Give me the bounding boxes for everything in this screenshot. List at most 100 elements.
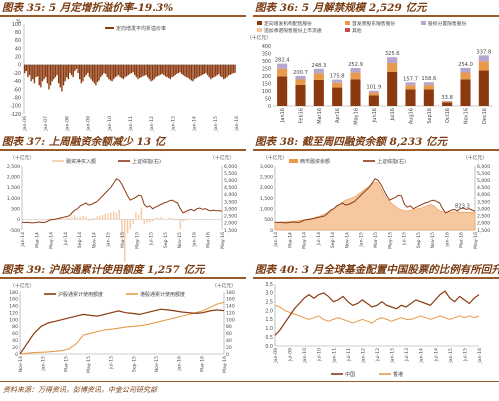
bar bbox=[82, 64, 84, 82]
x-tick-label: Jan-15 bbox=[106, 232, 112, 248]
x-tick-label: Mar16 bbox=[317, 108, 323, 124]
y-tick-label: 2.0 bbox=[265, 308, 273, 314]
bar-segment bbox=[332, 82, 343, 88]
bar bbox=[27, 64, 29, 78]
x-tick-label: Aug16 bbox=[409, 108, 415, 124]
bar bbox=[184, 64, 186, 77]
y-tick-label: 20 bbox=[15, 55, 21, 61]
legend-swatch bbox=[257, 28, 262, 32]
bar bbox=[129, 64, 131, 74]
bar bbox=[72, 64, 74, 78]
left-tick-label: 0 bbox=[17, 217, 20, 223]
bar bbox=[202, 64, 204, 75]
right-tick-label: 2,500 bbox=[224, 214, 237, 220]
bar bbox=[38, 64, 40, 86]
right-tick-label: 1,500 bbox=[477, 228, 490, 234]
chart-title: 图表 38: 截至周四融资余额 8,233 亿元 bbox=[255, 136, 447, 148]
legend-label: 其他 bbox=[352, 27, 362, 34]
x-tick-label: Mar-15 bbox=[63, 356, 69, 372]
right-unit: （十亿元） bbox=[463, 154, 487, 161]
bar-segment bbox=[405, 82, 416, 86]
bar bbox=[166, 64, 168, 78]
left-unit: （十亿元） bbox=[10, 154, 34, 161]
y-unit: % bbox=[16, 19, 21, 25]
panel-38: 图表 38: 截至周四融资余额 8,233 亿元 （十亿元） （十亿元） 两市融资余… bbox=[253, 134, 499, 258]
bar-segment bbox=[478, 61, 489, 71]
x-tick-label: Jan-15 bbox=[41, 356, 47, 372]
left-tick-label: 3,000 bbox=[260, 164, 273, 170]
bar bbox=[90, 64, 92, 80]
legend-label: 追加承诺限售股份上市流通 bbox=[264, 27, 322, 34]
y-tick-label: 250 bbox=[262, 66, 271, 72]
y-tick-label: 300 bbox=[262, 59, 271, 65]
bar-segment bbox=[350, 79, 361, 106]
bar bbox=[109, 64, 112, 81]
panel-39: 图表 39: 沪股通累计使用额度 1,257 亿元 （十亿元） （十亿元） 沪股通累… bbox=[0, 262, 246, 380]
x-tick-label: Mar-15 bbox=[120, 232, 126, 248]
x-tick-label: Jul-14 bbox=[316, 232, 322, 246]
x-tick-label: Jan-09 bbox=[273, 348, 279, 364]
x-tick-label: Sep16 bbox=[427, 108, 433, 124]
x-tick-label: Jul-14 bbox=[63, 232, 69, 246]
bar bbox=[95, 64, 97, 86]
y-tick-label: 0.5 bbox=[265, 335, 273, 341]
bar bbox=[113, 64, 115, 80]
bar bbox=[79, 64, 81, 80]
bar-segment bbox=[405, 89, 416, 106]
data-label: 101.9 bbox=[366, 85, 381, 91]
data-label: 337.8 bbox=[476, 49, 491, 55]
panel-36: 图表 36: 5 月解禁规模 2,529 亿元 定向增发机构配售股份 首发原股东限… bbox=[247, 0, 499, 128]
bar bbox=[148, 64, 150, 80]
data-label: 248.3 bbox=[311, 63, 326, 69]
bar bbox=[176, 64, 178, 74]
x-tick-label: Jan-08 bbox=[64, 116, 70, 132]
x-tick-label: Mar-16 bbox=[459, 232, 465, 248]
bar bbox=[232, 64, 235, 74]
legend-hk-label: 港股通累计使用额度 bbox=[140, 291, 185, 298]
bar bbox=[214, 64, 217, 77]
x-tick-label: Jul-13 bbox=[404, 348, 410, 362]
bar bbox=[114, 64, 117, 78]
x-tick-label: May-15 bbox=[134, 232, 140, 249]
legend-balance-label: 两市融资余额 bbox=[300, 158, 330, 165]
bar bbox=[119, 64, 121, 78]
data-label: 252.9 bbox=[348, 62, 363, 68]
bar bbox=[197, 64, 199, 78]
bar-segment bbox=[368, 90, 379, 93]
bar bbox=[156, 64, 159, 77]
legend-swatch bbox=[257, 21, 262, 25]
bar-segment bbox=[332, 79, 343, 83]
bar-segment bbox=[277, 63, 288, 69]
bar bbox=[101, 64, 104, 76]
bar bbox=[125, 64, 128, 77]
bar bbox=[104, 64, 107, 74]
bar bbox=[146, 64, 149, 78]
x-tick-label: Jan-13 bbox=[170, 116, 176, 132]
x-tick-label: Jan-11 bbox=[331, 348, 337, 364]
panel-37: 图表 37: 上周融资余额减少 13 亿 （十亿元） （十亿元） 融资净买入额 上证综… bbox=[0, 134, 246, 262]
bar-segment bbox=[478, 70, 489, 106]
bar bbox=[216, 64, 218, 76]
bar bbox=[70, 64, 73, 76]
bar bbox=[25, 64, 27, 72]
right-tick-label: 3,500 bbox=[224, 199, 237, 205]
right-tick-label: 0 bbox=[226, 352, 229, 358]
left-tick-label: 160 bbox=[9, 297, 18, 303]
left-tick-label: 1,000 bbox=[7, 196, 20, 202]
bar bbox=[66, 64, 68, 78]
bar bbox=[124, 64, 126, 78]
bar bbox=[134, 64, 136, 76]
x-tick-label: Jan-15 bbox=[359, 232, 365, 248]
bar bbox=[83, 64, 86, 78]
bar-segment bbox=[295, 79, 306, 85]
bar-segment bbox=[350, 72, 361, 80]
x-tick-label: May-14 bbox=[302, 232, 308, 249]
bar bbox=[210, 64, 212, 80]
legend-label: 定向增发机构配售股份 bbox=[264, 20, 312, 27]
right-unit: （十亿元） bbox=[212, 282, 236, 289]
bar bbox=[135, 64, 138, 78]
bar-segment bbox=[295, 75, 306, 80]
bar bbox=[218, 64, 220, 74]
y-tick-label: 200 bbox=[262, 74, 271, 80]
